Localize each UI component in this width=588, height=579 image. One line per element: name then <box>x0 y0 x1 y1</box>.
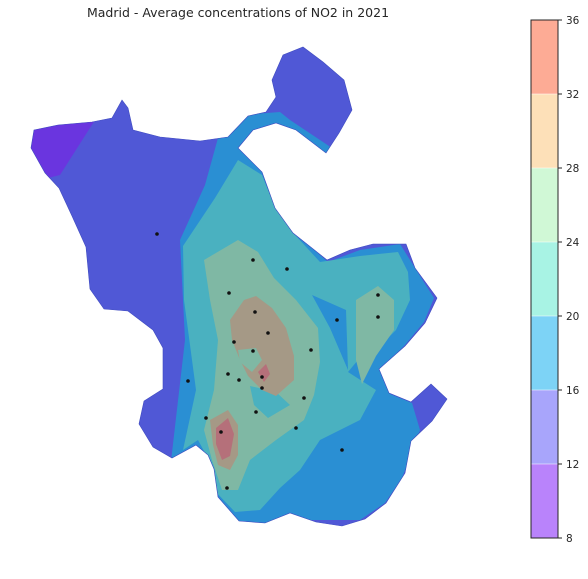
station-marker <box>335 318 339 322</box>
band-24-28-east <box>356 286 394 384</box>
colorbar-band-32-36 <box>531 20 558 94</box>
station-marker <box>253 310 257 314</box>
station-marker <box>260 386 264 390</box>
colorbar-band-16-20 <box>531 316 558 390</box>
colorbar-band-28-32 <box>531 94 558 168</box>
band-28-32-north <box>230 296 294 396</box>
station-marker <box>204 416 208 420</box>
station-marker <box>219 430 223 434</box>
no2-contour-map <box>30 46 448 527</box>
station-marker <box>309 348 313 352</box>
station-marker <box>302 396 306 400</box>
station-marker <box>266 331 270 335</box>
band-32-36-south <box>216 418 234 460</box>
station-marker <box>254 410 258 414</box>
stations-layer <box>155 232 380 490</box>
colorbar-band-8-12 <box>531 464 558 538</box>
station-marker <box>186 379 190 383</box>
station-marker <box>285 267 289 271</box>
station-marker <box>237 378 241 382</box>
colorbar-tick-label: 24 <box>566 237 580 249</box>
station-marker <box>232 340 236 344</box>
colorbar-frame <box>530 19 559 539</box>
colorbar-tick-label: 8 <box>566 533 573 545</box>
band-32-36-north <box>258 364 270 382</box>
station-marker <box>260 375 264 379</box>
band-16-20-notch <box>312 295 348 370</box>
colorbar-tick-label: 28 <box>566 163 579 175</box>
colorbar-band-24-28 <box>531 168 558 242</box>
station-marker <box>226 372 230 376</box>
station-marker <box>376 293 380 297</box>
colorbar-band-20-24 <box>531 242 558 316</box>
station-marker <box>155 232 159 236</box>
colorbar-tick-label: 12 <box>566 459 579 471</box>
colorbar-tick-label: 32 <box>566 89 579 101</box>
band-20-24-notch <box>250 386 290 418</box>
station-marker <box>225 486 229 490</box>
colorbar-band-12-16 <box>531 390 558 464</box>
band-24-28-notch <box>238 348 262 372</box>
station-marker <box>251 258 255 262</box>
station-marker <box>376 315 380 319</box>
station-marker <box>227 291 231 295</box>
colorbar-tick-label: 36 <box>566 15 580 27</box>
chart-title: Madrid - Average concentrations of NO2 i… <box>86 5 390 20</box>
station-marker <box>340 448 344 452</box>
station-marker <box>251 349 255 353</box>
colorbar-tick-label: 20 <box>566 311 579 323</box>
colorbar-tick-label: 16 <box>566 385 580 397</box>
station-marker <box>294 426 298 430</box>
